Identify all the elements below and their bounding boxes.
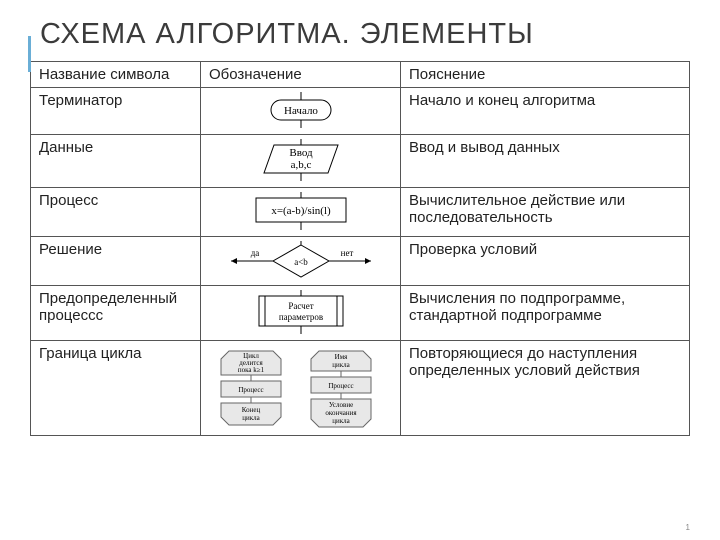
symbol-desc: Проверка условий: [401, 237, 690, 286]
svg-text:цикла: цикла: [242, 414, 260, 422]
svg-text:Конец: Конец: [241, 406, 260, 414]
table-row: Предопределенный процессс Расчет парамет…: [31, 286, 690, 341]
svg-text:пока k≥1: пока k≥1: [237, 366, 264, 374]
table-row: Данные Ввод a,b,c Ввод и вывод данных: [31, 135, 690, 188]
svg-text:окончания: окончания: [325, 409, 357, 417]
svg-text:Условие: Условие: [328, 401, 352, 409]
svg-text:a<b: a<b: [294, 257, 308, 267]
symbol-desc: Вычислительное действие или последовател…: [401, 188, 690, 237]
svg-text:да: да: [250, 248, 259, 258]
decision-symbol: a<b да нет: [201, 237, 401, 286]
page-title: СХЕМА АЛГОРИТМА. ЭЛЕМЕНТЫ: [30, 18, 690, 51]
col-header-desc: Пояснение: [401, 62, 690, 88]
svg-text:Ввод: Ввод: [289, 147, 313, 159]
svg-text:Расчет: Расчет: [288, 301, 313, 311]
predef-icon: Расчет параметров: [241, 290, 361, 336]
symbol-name: Терминатор: [31, 88, 201, 135]
svg-text:Процесс: Процесс: [238, 386, 263, 394]
svg-text:a,b,c: a,b,c: [290, 159, 311, 171]
page-number: 1: [686, 523, 690, 532]
col-header-name: Название символа: [31, 62, 201, 88]
terminator-symbol: Начало: [201, 88, 401, 135]
data-symbol: Ввод a,b,c: [201, 135, 401, 188]
svg-text:Имя: Имя: [334, 353, 347, 361]
col-header-symbol: Обозначение: [201, 62, 401, 88]
symbol-desc: Ввод и вывод данных: [401, 135, 690, 188]
symbols-table: Название символа Обозначение Пояснение Т…: [30, 61, 690, 436]
table-row: Терминатор Начало Начало и конец алгорит…: [31, 88, 690, 135]
accent-bar: [28, 36, 31, 72]
table-header-row: Название символа Обозначение Пояснение: [31, 62, 690, 88]
loop-symbol: Цикл делится пока k≥1 Процесс Конец цикл…: [201, 341, 401, 436]
svg-text:цикла: цикла: [332, 361, 350, 369]
table-row: Процесс x=(a-b)/sin(l) Вычислительное де…: [31, 188, 690, 237]
symbol-desc: Начало и конец алгоритма: [401, 88, 690, 135]
decision-icon: a<b да нет: [221, 241, 381, 281]
symbol-name: Решение: [31, 237, 201, 286]
symbol-name: Граница цикла: [31, 341, 201, 436]
symbol-name: Предопределенный процессс: [31, 286, 201, 341]
svg-text:цикла: цикла: [332, 417, 350, 425]
symbol-name: Процесс: [31, 188, 201, 237]
svg-text:нет: нет: [340, 248, 353, 258]
loop-icon: Цикл делится пока k≥1 Процесс Конец цикл…: [211, 345, 391, 431]
svg-text:Начало: Начало: [284, 105, 318, 117]
table-row: Решение a<b да нет Проверка условий: [31, 237, 690, 286]
symbol-desc: Повторяющиеся до наступления определенны…: [401, 341, 690, 436]
svg-text:параметров: параметров: [278, 312, 322, 322]
symbol-name: Данные: [31, 135, 201, 188]
predef-symbol: Расчет параметров: [201, 286, 401, 341]
table-row: Граница цикла Цикл делится пока k≥1 Проц…: [31, 341, 690, 436]
process-symbol: x=(a-b)/sin(l): [201, 188, 401, 237]
symbol-desc: Вычисления по подпрограмме, стандартной …: [401, 286, 690, 341]
data-icon: Ввод a,b,c: [246, 139, 356, 183]
svg-text:x=(a-b)/sin(l): x=(a-b)/sin(l): [271, 205, 331, 217]
process-icon: x=(a-b)/sin(l): [241, 192, 361, 232]
terminator-icon: Начало: [251, 92, 351, 130]
svg-text:Процесс: Процесс: [328, 382, 353, 390]
